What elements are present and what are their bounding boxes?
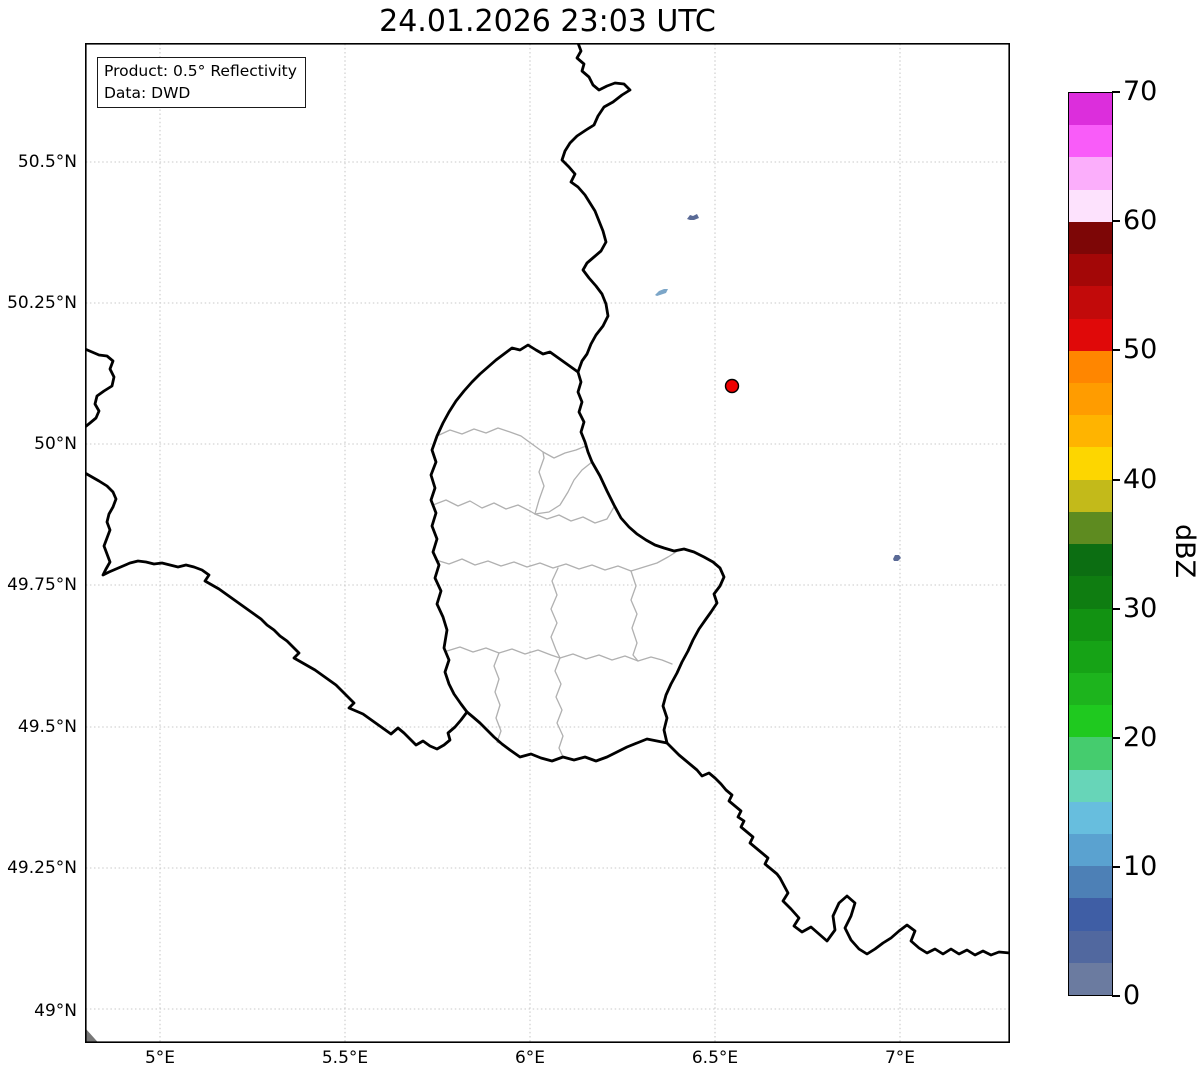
colorbar-segment (1069, 511, 1112, 545)
x-tick-label: 6°E (514, 1048, 546, 1068)
colorbar-segment (1069, 705, 1112, 738)
data-source-line: Data: DWD (104, 84, 191, 102)
colorbar-tick-label: 40 (1123, 464, 1158, 495)
colorbar-tick-label: 20 (1123, 722, 1158, 753)
country-borders (83, 41, 1012, 957)
colorbar-tick (1112, 91, 1120, 93)
colorbar-tick (1112, 349, 1120, 351)
colorbar-segment (1069, 640, 1112, 673)
colorbar-segment (1069, 834, 1112, 867)
colorbar-segment (1069, 479, 1112, 512)
page-title: 24.01.2026 23:03 UTC (379, 4, 716, 39)
colorbar-segment (1069, 189, 1112, 222)
radar-map (83, 41, 1012, 1044)
product-line: Product: 0.5° Reflectivity (104, 62, 297, 80)
echo-pixel (687, 214, 699, 220)
colorbar-segment (1069, 447, 1112, 480)
colorbar-segment (1069, 125, 1112, 158)
radar-site-marker (724, 378, 740, 394)
map-frame-border (85, 42, 1011, 1044)
colorbar-segment (1069, 221, 1112, 255)
colorbar-segment (1069, 801, 1112, 835)
colorbar-tick (1112, 608, 1120, 610)
colorbar-segment (1069, 930, 1112, 963)
border-luxembourg (429, 343, 726, 763)
colorbar-segment (1069, 769, 1112, 802)
colorbar-tick (1112, 479, 1120, 481)
map-canvas (83, 41, 1012, 1044)
y-tick-label: 50.25°N (7, 293, 77, 313)
colorbar-segment (1069, 93, 1112, 126)
x-tick-label: 6.5°E (691, 1048, 739, 1068)
echo-pixel (655, 289, 668, 296)
colorbar-segment (1069, 962, 1112, 996)
colorbar-segment (1069, 672, 1112, 706)
map-corner-fragment (86, 1029, 98, 1043)
colorbar-segment (1069, 415, 1112, 448)
district-borders (432, 427, 677, 758)
colorbar-axis-label: dBZ (1169, 523, 1200, 579)
colorbar (1068, 92, 1113, 996)
colorbar-tick-label: 60 (1123, 205, 1158, 236)
x-tick-label: 7°E (884, 1048, 916, 1068)
colorbar-tick-label: 70 (1123, 76, 1158, 107)
colorbar-tick (1112, 995, 1120, 997)
colorbar-segment (1069, 544, 1112, 577)
colorbar-segment (1069, 382, 1112, 416)
border-be-de (560, 41, 632, 374)
colorbar-segment (1069, 898, 1112, 931)
x-tick-label: 5.5°E (321, 1048, 369, 1068)
colorbar-segment (1069, 737, 1112, 770)
y-tick-label: 49°N (34, 1001, 77, 1021)
y-tick-label: 49.75°N (7, 575, 77, 595)
colorbar-tick-label: 30 (1123, 593, 1158, 624)
colorbar-tick-label: 50 (1123, 334, 1158, 365)
colorbar-tick-label: 10 (1123, 851, 1158, 882)
x-tick-label: 5°E (144, 1048, 176, 1068)
colorbar-segment (1069, 608, 1112, 641)
colorbar-segment (1069, 254, 1112, 287)
border-fr-de (665, 741, 1012, 957)
product-info-box: Product: 0.5° Reflectivity Data: DWD (97, 57, 306, 108)
colorbar-segment (1069, 318, 1112, 351)
y-tick-label: 49.5°N (17, 717, 77, 737)
graticule (85, 43, 1010, 1043)
colorbar-segment (1069, 286, 1112, 319)
colorbar-tick (1112, 866, 1120, 868)
colorbar-segment (1069, 350, 1112, 383)
border-fr-be-fragment (83, 347, 116, 429)
border-be-fr (83, 471, 469, 751)
y-tick-label: 50.5°N (17, 152, 77, 172)
echo-pixel (893, 555, 901, 561)
colorbar-tick (1112, 220, 1120, 222)
precipitation-echoes (655, 214, 901, 561)
colorbar-tick (1112, 737, 1120, 739)
colorbar-segment (1069, 866, 1112, 899)
colorbar-segment (1069, 157, 1112, 190)
colorbar-segment (1069, 576, 1112, 609)
colorbar-tick-label: 0 (1123, 980, 1141, 1011)
y-tick-label: 49.25°N (7, 858, 77, 878)
y-tick-label: 50°N (34, 434, 77, 454)
